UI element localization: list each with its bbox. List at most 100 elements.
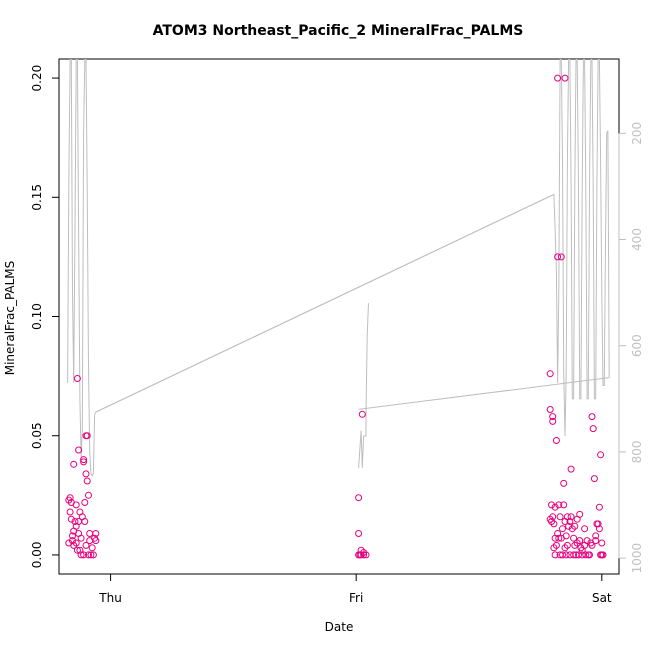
data-point: [551, 551, 559, 559]
data-point: [554, 253, 562, 261]
right-axis-tick-label: 800: [630, 440, 644, 463]
data-point: [599, 551, 607, 559]
data-point: [80, 456, 88, 464]
data-point: [590, 475, 598, 483]
data-point: [89, 551, 97, 559]
right-axis-tick-label: 1000: [630, 543, 644, 574]
data-point: [552, 437, 560, 444]
data-point: [592, 537, 600, 545]
data-point: [546, 370, 554, 378]
x-tick-label: Fri: [349, 591, 363, 605]
data-point: [83, 432, 91, 440]
right-axis-tick-label: 200: [630, 122, 644, 145]
data-point: [589, 425, 597, 433]
data-point: [582, 551, 590, 559]
data-point: [69, 537, 76, 545]
data-point: [355, 494, 363, 502]
data-point: [549, 513, 557, 521]
data-point: [546, 406, 554, 413]
data-point: [82, 541, 90, 549]
data-point: [560, 501, 568, 509]
axes-layer: Thu Fri Sat 0.00 0.05 0.10 0.15 0.20 200 400 600 80…: [30, 65, 644, 605]
data-point: [360, 551, 368, 559]
data-point: [548, 501, 555, 509]
data-point: [549, 417, 557, 425]
data-point: [555, 501, 563, 509]
data-point: [551, 503, 559, 511]
data-point: [562, 532, 570, 540]
data-point: [567, 465, 575, 473]
y-tick-label: 0.20: [30, 65, 44, 92]
data-point: [92, 537, 100, 545]
data-point: [73, 546, 81, 554]
data-point: [69, 532, 76, 540]
y-tick-label: 0.10: [30, 303, 44, 330]
data-point: [76, 546, 84, 554]
data-point: [597, 451, 605, 459]
data-point: [571, 522, 579, 530]
data-point: [86, 530, 94, 537]
y-tick-label: 0.15: [30, 184, 44, 211]
data-point: [594, 520, 602, 528]
data-point: [81, 499, 89, 506]
data-point: [82, 470, 90, 478]
data-point: [360, 549, 368, 556]
data-point: [570, 551, 578, 559]
data-point: [67, 515, 75, 523]
data-point: [72, 501, 80, 509]
x-axis-label: Date: [325, 620, 354, 634]
data-point: [581, 525, 589, 533]
data-point: [358, 410, 366, 418]
data-point: [576, 537, 584, 545]
data-point: [92, 530, 100, 537]
data-point: [85, 551, 92, 559]
x-tick-label: Sat: [592, 591, 612, 605]
data-point: [560, 479, 568, 487]
data-point: [85, 491, 92, 499]
data-point: [70, 460, 78, 468]
data-point: [81, 518, 89, 525]
data-point: [554, 530, 562, 537]
data-point: [555, 534, 563, 542]
data-point: [71, 518, 79, 525]
x-tick-label: Thu: [98, 591, 122, 605]
data-point: [83, 477, 91, 485]
data-point: [554, 74, 562, 82]
data-point: [586, 551, 593, 559]
data-point: [87, 551, 95, 559]
altitude-line: [67, 59, 610, 477]
data-point: [80, 551, 88, 559]
data-point: [88, 544, 96, 552]
right-axis-tick-label: 600: [630, 334, 644, 357]
altitude-connector-line: [95, 193, 555, 413]
data-point: [73, 375, 81, 382]
y-axis-label: MineralFrac_PALMS: [3, 261, 17, 376]
altitude-line-fri: [358, 303, 369, 468]
data-point: [598, 539, 606, 547]
data-point: [571, 541, 579, 549]
data-point: [562, 551, 570, 559]
data-point: [588, 541, 596, 549]
data-point: [362, 551, 370, 559]
data-point: [355, 530, 363, 537]
data-point: [567, 513, 575, 521]
right-axis-tick-label: 400: [630, 228, 644, 251]
data-point: [77, 534, 85, 542]
altitude-connector-line: [358, 377, 610, 410]
data-point: [592, 532, 600, 540]
y-tick-label: 0.00: [30, 542, 44, 569]
data-point: [66, 494, 74, 502]
data-point: [575, 551, 582, 559]
data-point: [556, 513, 564, 521]
data-point: [583, 537, 591, 545]
data-point: [595, 503, 603, 511]
data-point: [548, 518, 555, 525]
chart-title: ATOM3 Northeast_Pacific_2 MineralFrac_PA…: [153, 23, 524, 39]
plot-area-border: [58, 58, 620, 575]
data-point: [561, 74, 569, 82]
altitude-line-layer: [67, 59, 610, 477]
data-point: [80, 458, 88, 466]
data-point: [550, 520, 558, 528]
